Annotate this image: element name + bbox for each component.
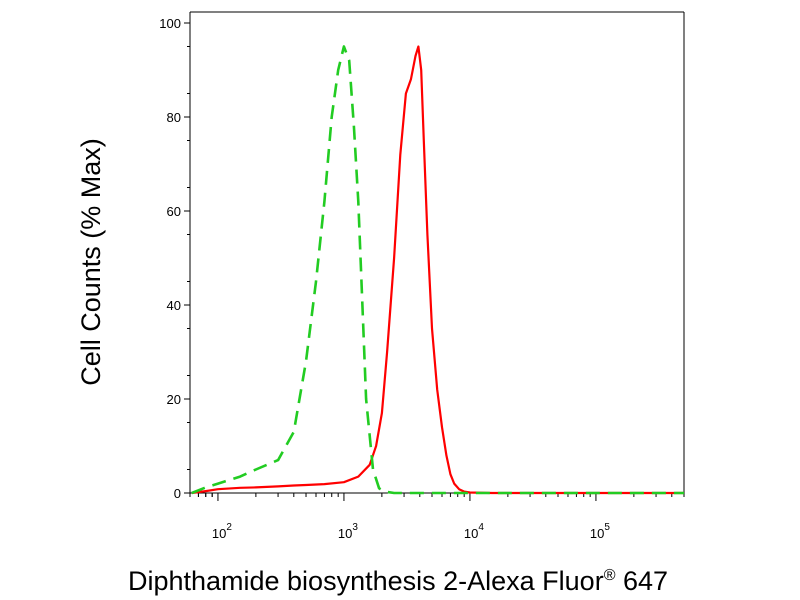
y-axis-title: Cell Counts (% Max): [76, 138, 106, 386]
x-tick-label-exponent: 4: [478, 522, 484, 533]
y-tick-label: 0: [174, 486, 181, 501]
x-tick-label: 105: [590, 522, 610, 541]
x-axis-title-main: Diphthamide biosynthesis 2-Alexa Fluor: [128, 566, 604, 596]
y-tick-label: 100: [159, 16, 181, 31]
series-layer: [191, 45, 684, 495]
x-axis-title-registered-mark: ®: [604, 567, 616, 584]
x-tick-label-exponent: 5: [604, 522, 610, 533]
y-tick-label: 40: [167, 298, 181, 313]
x-tick-label: 102: [212, 522, 232, 541]
x-tick-label: 103: [338, 522, 358, 541]
x-tick-label: 104: [464, 522, 484, 541]
x-tick-label-exponent: 3: [352, 522, 358, 533]
y-tick-label: 60: [167, 204, 181, 219]
y-tick-label: 80: [167, 110, 181, 125]
x-tick-label-base: 10: [464, 526, 478, 541]
x-axis-title: Diphthamide biosynthesis 2-Alexa Fluor® …: [128, 566, 668, 596]
y-tick-label: 20: [167, 392, 181, 407]
y-axis-ticks: 0 20 40 60 80 100: [159, 16, 190, 501]
x-tick-label-base: 10: [338, 526, 352, 541]
x-tick-label-base: 10: [212, 526, 226, 541]
plot-frame: [189, 11, 685, 494]
series-line-red: [191, 45, 684, 495]
x-tick-label-base: 10: [590, 526, 604, 541]
series-line-green-dashed: [191, 45, 684, 495]
x-tick-label-exponent: 2: [226, 522, 232, 533]
x-axis-ticks: 102 103 104 105: [189, 493, 685, 541]
x-axis-title-tail: 647: [615, 566, 668, 596]
